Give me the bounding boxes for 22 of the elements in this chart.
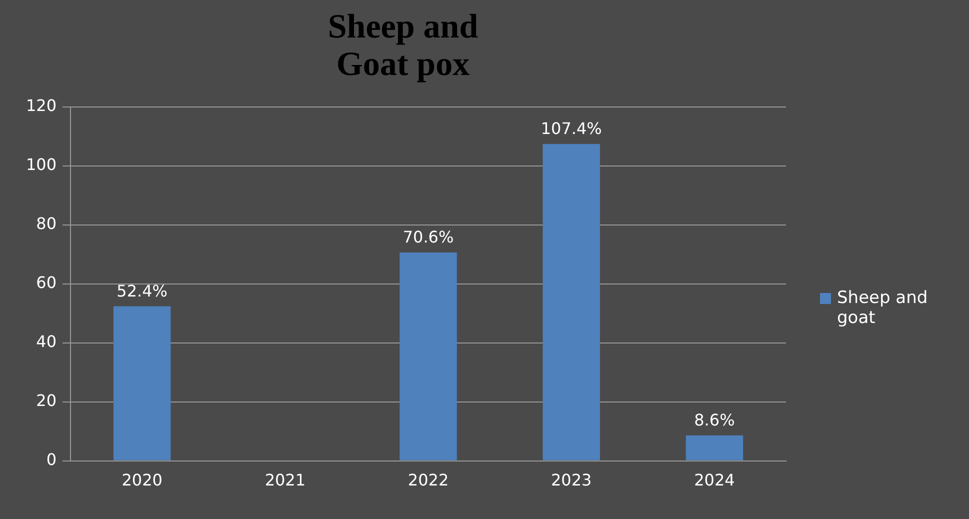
bar	[400, 252, 457, 460]
bar	[113, 306, 171, 460]
legend-label: Sheep and goat	[837, 288, 929, 328]
y-tick-label: 20	[36, 390, 57, 410]
x-tick-label: 2021	[264, 470, 306, 490]
y-tick-label: 0	[46, 450, 57, 469]
x-tick-label: 2024	[694, 470, 735, 490]
data-label: 52.4%	[116, 281, 168, 300]
y-tick-label: 80	[36, 214, 57, 233]
data-label: 107.4%	[540, 119, 602, 138]
bar	[542, 144, 600, 460]
data-label: 8.6%	[694, 410, 735, 430]
data-label: 70.6%	[402, 228, 454, 247]
chart-title: Sheep and Goat pox	[328, 8, 478, 83]
y-tick-label: 120	[26, 96, 57, 115]
y-tick-label: 40	[36, 332, 57, 351]
x-tick-label: 2020	[122, 470, 162, 490]
y-tick-label: 60	[36, 272, 57, 292]
x-tick-label: 2022	[408, 470, 449, 490]
x-tick-label: 2023	[551, 470, 592, 490]
bar	[686, 435, 744, 460]
y-tick-label: 100	[26, 154, 57, 174]
